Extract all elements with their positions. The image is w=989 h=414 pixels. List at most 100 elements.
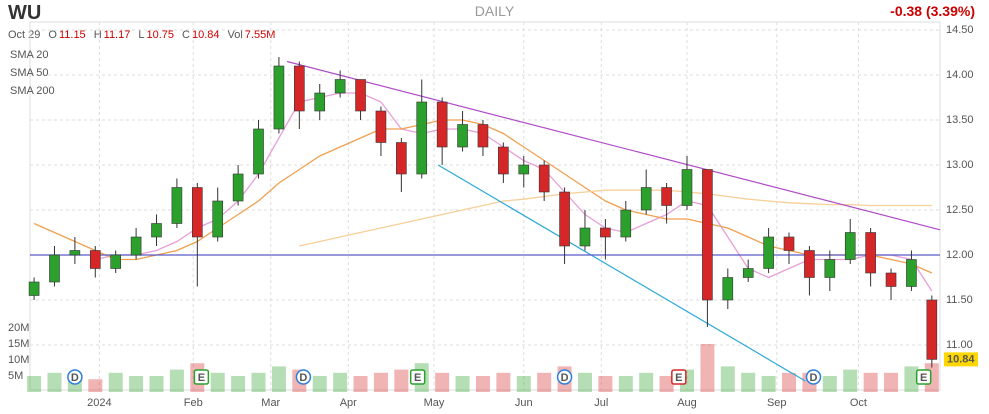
x-tick-label: Jun [515,397,533,409]
candle-body [49,254,60,283]
trendline [286,60,941,231]
stat: H 11.17 [94,29,131,41]
event-label: E [920,372,927,384]
sma-line [299,189,932,247]
volume-bar [312,376,327,392]
candle-body [824,259,836,278]
candle-body [498,146,509,175]
candle-body [171,187,183,224]
y-tick-label: 13.00 [946,159,974,171]
x-tick-label: Jul [594,397,608,409]
candle-body [579,227,591,247]
volume-tick-label: 20M [8,322,29,334]
candle-body [110,254,121,269]
volume-bar [333,372,348,392]
candle-body [763,236,774,269]
candle-body [232,173,244,202]
candle-body [396,142,407,175]
candle-body [375,110,387,143]
volume-bar [435,372,450,392]
stat-value: 11.17 [103,29,131,41]
last-price-label: 10.84 [947,353,975,365]
event-marker [671,369,687,385]
x-tick-label: Feb [184,397,203,409]
candle-body [151,223,162,238]
candle-body [89,250,101,269]
volume-tick-label: 10M [8,354,29,366]
candle-body [702,169,713,301]
volume-bar [537,372,552,392]
volume-bar [169,369,184,392]
event-marker [193,369,210,385]
candle-body [314,92,326,112]
stat-label: L [138,29,145,41]
candle-body [28,281,40,296]
x-tick-label: May [424,397,445,409]
stat-value: 10.75 [146,29,175,41]
y-tick-label: 12.50 [946,204,974,216]
event-label: D [71,372,79,384]
candle-body [273,65,285,130]
y-tick-label: 11.50 [946,294,973,306]
candle-body [416,101,428,175]
sma-line [95,92,933,292]
trendline [437,164,806,382]
ticker: WU [8,2,42,24]
volume-bar [271,366,286,392]
candle-body [130,236,142,256]
volume-bar [516,376,531,392]
candle-body [804,250,815,278]
volume-bar [455,376,470,392]
volume-bar [394,369,409,392]
last-price-box [944,352,978,367]
x-tick-label: 2024 [87,397,111,409]
candle-body [640,187,652,211]
event-label: E [675,372,682,384]
volume-bar [618,376,633,392]
stat-label: Vol [227,29,243,41]
volume-bar [47,372,62,392]
volume-bar [353,376,368,392]
candle-body [926,299,938,360]
volume-bar [373,372,388,392]
candle-body [783,236,795,251]
plot-border [29,21,941,391]
volume-tick-label: 15M [8,338,29,350]
candle-body [885,272,897,287]
y-tick-label: 14.00 [946,69,974,81]
candle-body [681,169,693,206]
period: DAILY [474,3,515,19]
event-marker [67,369,83,385]
date: Oct 29 [8,29,41,41]
candle-body [518,164,530,175]
event-marker [409,369,426,385]
candle-body [844,232,856,260]
volume-bar [129,376,144,392]
volume-bar [782,372,797,392]
volume-bar [822,376,837,392]
stat-label: C [182,29,190,41]
stat-label: H [93,29,102,41]
candle-body [620,209,632,238]
volume-tick-label: 5M [8,370,23,382]
candle-body [538,164,550,193]
legend-entry: SMA 50 [10,67,49,79]
stat: C 10.84 [182,29,219,41]
x-tick-label: Apr [340,397,357,409]
candle-body [477,124,489,148]
candle-body [253,128,264,175]
volume-bar [27,376,42,392]
candle-body [865,232,876,274]
y-tick-label: 14.50 [946,24,974,36]
change: -0.38 (3.39%) [890,3,975,19]
stat-value: 10.84 [191,29,220,41]
volume-bar [496,372,511,392]
volume-bar [904,366,919,392]
event-label: E [414,372,421,384]
volume-bar [863,372,878,392]
candle-body [355,79,366,112]
stat: L 10.75 [138,29,174,41]
volume-bar [231,376,246,392]
